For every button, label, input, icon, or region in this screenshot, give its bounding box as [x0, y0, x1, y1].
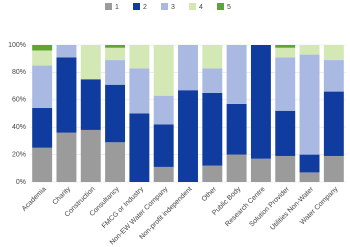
bar-segment	[202, 165, 223, 182]
bar-segment	[32, 65, 53, 109]
bar-segment	[178, 45, 198, 91]
bar-segment	[275, 110, 296, 156]
bar-segment	[80, 45, 101, 80]
legend-swatch	[189, 3, 196, 10]
y-tick-label: 0%	[16, 179, 26, 186]
bar-segment	[202, 45, 223, 69]
y-tick-label: 40%	[12, 124, 26, 131]
y-tick-label: 60%	[12, 97, 26, 104]
bar-segment	[32, 45, 53, 51]
bar-segment	[80, 79, 101, 130]
x-tick-label: Academia	[21, 186, 48, 213]
bar-segment	[226, 154, 247, 182]
x-tick-label: Utilities Non-Water	[269, 185, 315, 231]
bar-segment	[105, 47, 126, 61]
bar-segment	[129, 68, 150, 114]
bar-segment	[153, 95, 174, 125]
bar-segment	[153, 45, 174, 96]
bar-segment	[299, 45, 320, 55]
y-tick-label: 100%	[8, 42, 26, 49]
bar-segment	[250, 45, 271, 159]
bar-segment	[56, 57, 77, 133]
legend-swatch	[217, 3, 224, 10]
bar-segment	[105, 142, 126, 182]
bar-segment	[178, 90, 198, 182]
bar-segment	[80, 129, 101, 182]
x-tick-label: FMCG or Industry	[101, 185, 146, 230]
legend-swatch	[133, 3, 140, 10]
bar-segment	[32, 108, 53, 148]
bar-segment	[299, 154, 320, 173]
bar-segment	[323, 155, 344, 182]
bar-segment	[202, 68, 223, 93]
bar-segment	[105, 45, 126, 48]
bar-segment	[105, 84, 126, 143]
legend-label: 5	[227, 4, 231, 11]
bar-segment	[56, 45, 77, 58]
bar-segment	[323, 60, 344, 92]
bar-segment	[129, 113, 150, 182]
y-tick-label: 20%	[12, 151, 26, 158]
legend-swatch	[105, 3, 112, 10]
legend-label: 2	[143, 4, 147, 11]
legend-swatch	[161, 3, 168, 10]
bar-segment	[299, 54, 320, 155]
bar-segment	[275, 57, 296, 111]
bar-segment	[299, 172, 320, 182]
legend-label: 1	[115, 4, 119, 11]
legend-label: 4	[199, 4, 203, 11]
bar-segment	[275, 155, 296, 182]
x-tick-label: Other	[201, 185, 219, 203]
bar-segment	[32, 50, 53, 66]
bar-segment	[250, 158, 271, 182]
bar-segment	[202, 92, 223, 166]
legend-label: 3	[171, 4, 175, 11]
y-tick-label: 80%	[12, 69, 26, 76]
bar-segment	[56, 132, 77, 182]
bar-segment	[323, 91, 344, 156]
bar-segment	[323, 45, 344, 61]
x-tick-label: Charity	[52, 185, 73, 206]
bar-segment	[129, 45, 150, 69]
bar-segment	[275, 47, 296, 58]
bar-segment	[32, 147, 53, 182]
bar-segment	[275, 45, 296, 48]
bar-segment	[153, 124, 174, 167]
bar-segment	[153, 166, 174, 182]
bar-segment	[105, 60, 126, 85]
bar-segment	[226, 45, 247, 104]
bar-segment	[226, 103, 247, 155]
